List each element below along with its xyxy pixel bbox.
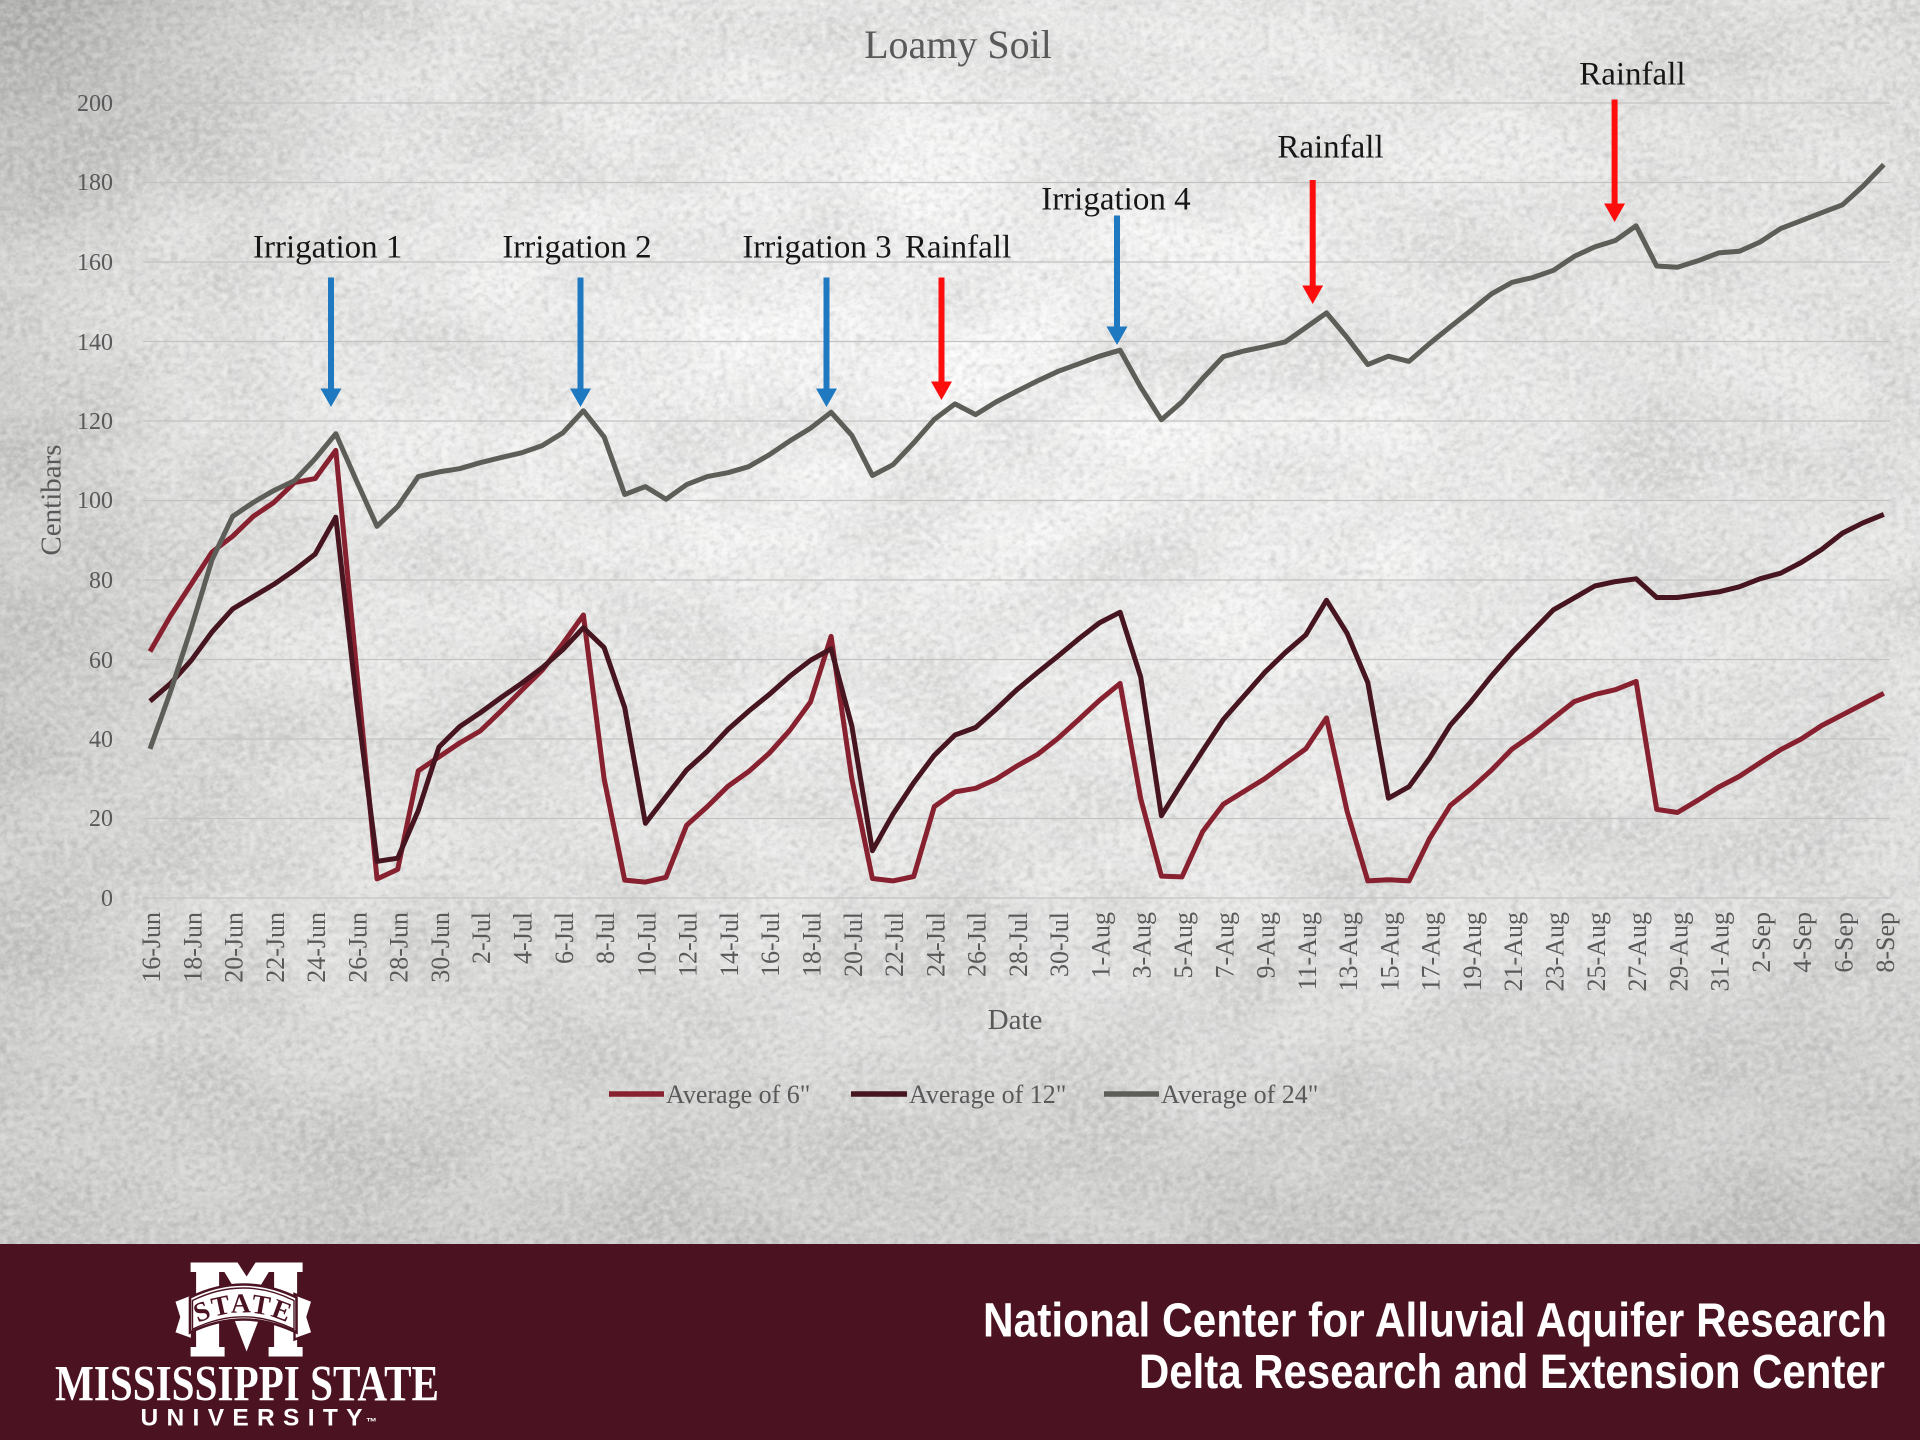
svg-text:26-Jul: 26-Jul <box>963 912 992 977</box>
svg-text:4-Sep: 4-Sep <box>1788 912 1817 973</box>
svg-text:16-Jul: 16-Jul <box>756 912 785 977</box>
svg-text:20-Jul: 20-Jul <box>839 912 868 977</box>
svg-text:Irrigation 2: Irrigation 2 <box>502 230 651 266</box>
svg-text:23-Aug: 23-Aug <box>1541 912 1570 991</box>
svg-text:40: 40 <box>89 727 113 753</box>
svg-text:18-Jun: 18-Jun <box>178 912 207 983</box>
svg-text:6-Jul: 6-Jul <box>550 912 579 964</box>
svg-text:10-Jul: 10-Jul <box>632 912 661 977</box>
svg-text:Average of 12": Average of 12" <box>909 1080 1066 1109</box>
svg-text:200: 200 <box>77 91 113 117</box>
svg-text:Irrigation 3: Irrigation 3 <box>742 230 891 266</box>
svg-text:11-Aug: 11-Aug <box>1293 912 1322 990</box>
svg-text:28-Jul: 28-Jul <box>1004 912 1033 977</box>
svg-text:Average of 24": Average of 24" <box>1161 1080 1318 1109</box>
svg-text:5-Aug: 5-Aug <box>1169 912 1198 978</box>
svg-text:Centibars: Centibars <box>36 444 68 555</box>
svg-text:15-Aug: 15-Aug <box>1375 912 1404 991</box>
svg-text:20: 20 <box>89 806 113 832</box>
svg-text:160: 160 <box>77 250 113 276</box>
svg-text:4-Jul: 4-Jul <box>509 912 538 964</box>
svg-text:60: 60 <box>89 648 113 674</box>
svg-text:28-Jun: 28-Jun <box>385 912 414 983</box>
svg-text:25-Aug: 25-Aug <box>1582 912 1611 991</box>
svg-text:100: 100 <box>77 488 113 514</box>
svg-text:80: 80 <box>89 568 113 594</box>
svg-text:2-Sep: 2-Sep <box>1747 912 1776 973</box>
svg-text:Irrigation 1: Irrigation 1 <box>253 230 402 266</box>
svg-text:17-Aug: 17-Aug <box>1417 912 1446 991</box>
svg-text:3-Aug: 3-Aug <box>1128 912 1157 978</box>
svg-text:™: ™ <box>366 1417 377 1429</box>
svg-text:Date: Date <box>988 1004 1043 1036</box>
svg-text:National Center for Alluvial A: National Center for Alluvial Aquifer Res… <box>983 1294 1887 1348</box>
svg-text:Delta Research and Extension C: Delta Research and Extension Center <box>1139 1345 1885 1399</box>
svg-text:Rainfall: Rainfall <box>905 230 1011 266</box>
svg-text:24-Jun: 24-Jun <box>302 912 331 983</box>
svg-text:21-Aug: 21-Aug <box>1499 912 1528 991</box>
svg-text:19-Aug: 19-Aug <box>1458 912 1487 991</box>
svg-text:12-Jul: 12-Jul <box>674 912 703 977</box>
svg-text:24-Jul: 24-Jul <box>921 912 950 977</box>
svg-text:6-Sep: 6-Sep <box>1830 912 1859 973</box>
svg-text:26-Jun: 26-Jun <box>343 912 372 983</box>
svg-text:27-Aug: 27-Aug <box>1623 912 1652 991</box>
svg-text:29-Aug: 29-Aug <box>1664 912 1693 991</box>
svg-text:30-Jun: 30-Jun <box>426 912 455 983</box>
svg-text:180: 180 <box>77 170 113 196</box>
svg-text:MISSISSIPPI STATE: MISSISSIPPI STATE <box>55 1357 439 1413</box>
svg-text:Rainfall: Rainfall <box>1579 56 1685 92</box>
svg-text:22-Jul: 22-Jul <box>880 912 909 977</box>
svg-text:120: 120 <box>77 409 113 435</box>
svg-text:9-Aug: 9-Aug <box>1252 912 1281 978</box>
svg-text:140: 140 <box>77 330 113 356</box>
svg-text:13-Aug: 13-Aug <box>1334 912 1363 991</box>
svg-text:30-Jul: 30-Jul <box>1045 912 1074 977</box>
svg-text:Irrigation 4: Irrigation 4 <box>1041 181 1190 217</box>
svg-text:Rainfall: Rainfall <box>1277 129 1383 165</box>
svg-text:16-Jun: 16-Jun <box>137 912 166 983</box>
svg-text:31-Aug: 31-Aug <box>1706 912 1735 991</box>
svg-text:1-Aug: 1-Aug <box>1086 912 1115 978</box>
svg-text:7-Aug: 7-Aug <box>1210 912 1239 978</box>
svg-text:8-Jul: 8-Jul <box>591 912 620 964</box>
svg-text:20-Jun: 20-Jun <box>220 912 249 983</box>
svg-text:Average of 6": Average of 6" <box>666 1080 810 1109</box>
svg-text:14-Jul: 14-Jul <box>715 912 744 977</box>
svg-text:0: 0 <box>101 886 113 912</box>
svg-text:8-Sep: 8-Sep <box>1871 912 1900 973</box>
svg-text:2-Jul: 2-Jul <box>467 912 496 964</box>
svg-text:22-Jun: 22-Jun <box>261 912 290 983</box>
svg-text:18-Jul: 18-Jul <box>798 912 827 977</box>
